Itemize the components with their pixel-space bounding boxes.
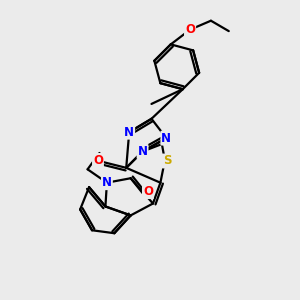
Text: O: O: [93, 154, 103, 167]
Text: S: S: [163, 154, 171, 167]
Text: O: O: [143, 185, 153, 198]
Text: N: N: [138, 145, 148, 158]
Text: O: O: [185, 23, 195, 36]
Text: N: N: [124, 126, 134, 139]
Text: N: N: [161, 132, 171, 145]
Text: O: O: [185, 23, 195, 36]
Text: N: N: [102, 176, 112, 189]
